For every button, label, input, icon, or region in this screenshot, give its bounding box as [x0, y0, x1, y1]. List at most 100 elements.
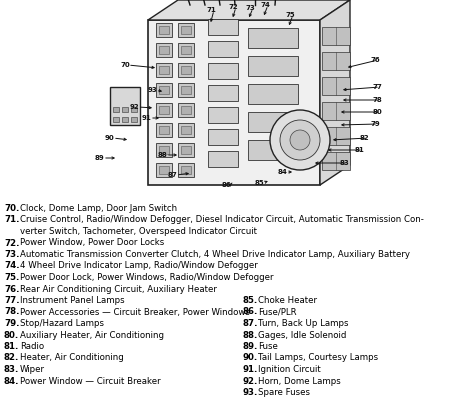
- Text: 82: 82: [360, 135, 370, 141]
- Bar: [248, 56, 298, 76]
- Polygon shape: [148, 0, 350, 20]
- Bar: [248, 84, 298, 104]
- Text: Gages, Idle Solenoid: Gages, Idle Solenoid: [258, 330, 346, 339]
- Text: 71: 71: [206, 7, 216, 13]
- Bar: [131, 117, 137, 122]
- Text: 4 Wheel Drive Indicator Lamp, Radio/Window Defogger: 4 Wheel Drive Indicator Lamp, Radio/Wind…: [20, 261, 258, 271]
- Bar: [322, 27, 350, 45]
- Bar: [178, 23, 194, 37]
- Bar: [181, 106, 191, 114]
- Bar: [178, 43, 194, 57]
- Text: 88.: 88.: [243, 330, 258, 339]
- Bar: [181, 46, 191, 54]
- Text: Automatic Transmission Converter Clutch, 4 Wheel Drive Indicator Lamp, Auxiliary: Automatic Transmission Converter Clutch,…: [20, 250, 410, 259]
- Text: Rear Air Conditioning Circuit, Auxiliary Heater: Rear Air Conditioning Circuit, Auxiliary…: [20, 285, 217, 293]
- Bar: [159, 26, 169, 34]
- Bar: [156, 43, 172, 57]
- Bar: [178, 63, 194, 77]
- Text: 71.: 71.: [4, 215, 19, 224]
- Text: 73.: 73.: [4, 250, 19, 259]
- Text: 78: 78: [372, 97, 382, 103]
- Text: 85: 85: [255, 180, 264, 186]
- Text: 70: 70: [120, 62, 130, 68]
- Text: Power Window — Circuit Breaker: Power Window — Circuit Breaker: [20, 377, 161, 386]
- Bar: [248, 112, 298, 132]
- Bar: [156, 143, 172, 157]
- Text: 92: 92: [130, 104, 140, 110]
- Bar: [208, 129, 238, 145]
- Bar: [156, 63, 172, 77]
- Text: Ignition Circuit: Ignition Circuit: [258, 365, 321, 374]
- Text: Power Door Lock, Power Windows, Radio/Window Defogger: Power Door Lock, Power Windows, Radio/Wi…: [20, 273, 273, 282]
- Text: 88: 88: [158, 152, 168, 158]
- Bar: [322, 52, 350, 70]
- Text: 85.: 85.: [243, 296, 258, 305]
- Bar: [148, 20, 320, 185]
- Bar: [248, 28, 298, 48]
- Text: 78.: 78.: [4, 308, 19, 316]
- Bar: [159, 166, 169, 174]
- Text: 89.: 89.: [243, 342, 258, 351]
- Text: 83: 83: [340, 160, 350, 166]
- Text: 82.: 82.: [4, 353, 19, 363]
- Text: Choke Heater: Choke Heater: [258, 296, 317, 305]
- Text: 75.: 75.: [4, 273, 19, 282]
- Bar: [159, 106, 169, 114]
- Text: 76: 76: [370, 57, 380, 63]
- Text: 81: 81: [355, 147, 365, 153]
- Text: Turn, Back Up Lamps: Turn, Back Up Lamps: [258, 319, 348, 328]
- Bar: [131, 107, 137, 112]
- Bar: [208, 151, 238, 167]
- Text: 80: 80: [373, 109, 383, 115]
- Text: 84.: 84.: [4, 377, 19, 386]
- Text: 80.: 80.: [4, 330, 19, 339]
- Bar: [181, 166, 191, 174]
- Text: 77.: 77.: [4, 296, 19, 305]
- Text: Fuse: Fuse: [258, 342, 278, 351]
- Text: Auxiliary Heater, Air Conditioning: Auxiliary Heater, Air Conditioning: [20, 330, 164, 339]
- Bar: [248, 140, 298, 160]
- Text: Power Window, Power Door Locks: Power Window, Power Door Locks: [20, 238, 164, 248]
- Bar: [178, 163, 194, 177]
- Bar: [110, 87, 140, 125]
- Bar: [156, 123, 172, 137]
- Text: Clock, Dome Lamp, Door Jam Switch: Clock, Dome Lamp, Door Jam Switch: [20, 204, 177, 213]
- Text: 93.: 93.: [243, 388, 258, 397]
- Bar: [122, 117, 128, 122]
- Text: 84: 84: [278, 169, 288, 175]
- Bar: [159, 86, 169, 94]
- Bar: [159, 66, 169, 74]
- Bar: [208, 41, 238, 57]
- Bar: [181, 26, 191, 34]
- Text: Spare Fuses: Spare Fuses: [258, 388, 310, 397]
- Bar: [208, 19, 238, 35]
- Text: 73: 73: [245, 5, 255, 11]
- Bar: [156, 83, 172, 97]
- Text: 74.: 74.: [4, 261, 19, 271]
- Text: 81.: 81.: [4, 342, 19, 351]
- Bar: [159, 46, 169, 54]
- Bar: [159, 126, 169, 134]
- Bar: [181, 66, 191, 74]
- Bar: [322, 152, 350, 170]
- Circle shape: [290, 130, 310, 150]
- Bar: [159, 146, 169, 154]
- Text: 86: 86: [222, 182, 232, 188]
- Bar: [322, 77, 350, 95]
- Bar: [181, 126, 191, 134]
- Polygon shape: [320, 0, 350, 185]
- Text: Wiper: Wiper: [20, 365, 45, 374]
- Bar: [178, 123, 194, 137]
- Text: 91.: 91.: [243, 365, 258, 374]
- Text: verter Switch, Tachometer, Overspeed Indicator Circuit: verter Switch, Tachometer, Overspeed Ind…: [20, 227, 257, 236]
- Text: Stop/Hazard Lamps: Stop/Hazard Lamps: [20, 319, 104, 328]
- Text: 77: 77: [372, 84, 382, 90]
- Text: 79: 79: [370, 121, 380, 127]
- Text: Fuse/PLR: Fuse/PLR: [258, 308, 297, 316]
- Text: 91: 91: [142, 115, 152, 121]
- Text: 90.: 90.: [243, 353, 258, 363]
- Text: 72.: 72.: [4, 238, 19, 248]
- Bar: [178, 83, 194, 97]
- Bar: [178, 103, 194, 117]
- Bar: [322, 127, 350, 145]
